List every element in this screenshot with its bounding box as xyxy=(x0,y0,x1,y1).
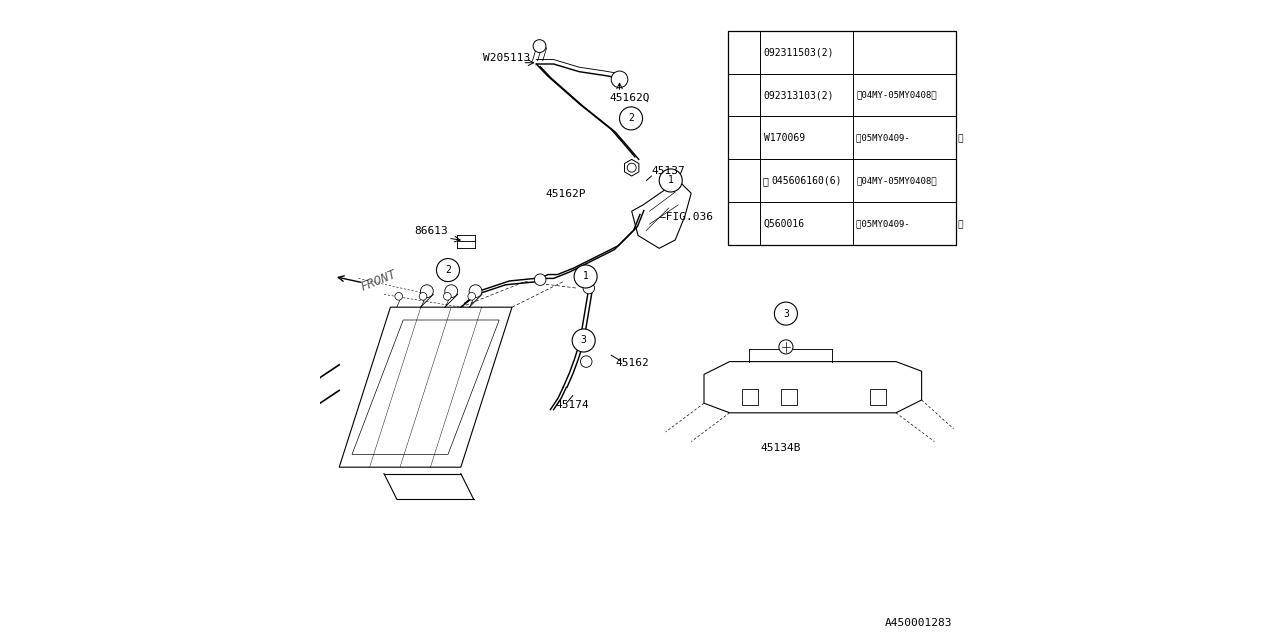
Text: 2: 2 xyxy=(741,90,748,100)
Circle shape xyxy=(735,42,755,63)
Text: 45162Q: 45162Q xyxy=(609,93,650,103)
Circle shape xyxy=(627,163,636,172)
Circle shape xyxy=(420,285,433,298)
Circle shape xyxy=(420,292,428,300)
Text: 2: 2 xyxy=(445,265,451,275)
Circle shape xyxy=(735,85,755,106)
Circle shape xyxy=(535,274,547,285)
Text: 3: 3 xyxy=(783,308,788,319)
Text: 45137: 45137 xyxy=(652,166,685,176)
Text: Ⓢ: Ⓢ xyxy=(763,176,769,186)
Text: Q560016: Q560016 xyxy=(763,219,805,228)
Text: 45174: 45174 xyxy=(556,401,589,410)
Text: 〄05MY0409-         々: 〄05MY0409- 々 xyxy=(856,133,964,143)
Text: 1: 1 xyxy=(582,271,589,282)
Circle shape xyxy=(581,356,591,367)
Circle shape xyxy=(445,285,458,298)
Circle shape xyxy=(436,259,460,282)
Text: 1: 1 xyxy=(668,175,673,186)
Text: 〄04MY-05MY0408々: 〄04MY-05MY0408々 xyxy=(856,90,937,100)
Circle shape xyxy=(470,285,483,298)
Text: 〄05MY0409-         々: 〄05MY0409- 々 xyxy=(856,219,964,228)
Text: 045606160(6): 045606160(6) xyxy=(772,176,842,186)
Bar xyxy=(742,389,759,405)
Circle shape xyxy=(573,265,596,288)
Circle shape xyxy=(534,40,545,52)
Text: —FIG.036: —FIG.036 xyxy=(659,211,713,221)
Bar xyxy=(728,31,956,245)
Text: 092313103(2): 092313103(2) xyxy=(763,90,835,100)
Text: 45134B: 45134B xyxy=(760,444,801,453)
Bar xyxy=(781,389,796,405)
Circle shape xyxy=(735,171,755,191)
Circle shape xyxy=(774,302,797,325)
Circle shape xyxy=(572,329,595,352)
Text: 45162P: 45162P xyxy=(545,189,586,199)
Circle shape xyxy=(612,71,628,88)
Text: 092311503(2): 092311503(2) xyxy=(763,47,835,57)
Text: FRONT: FRONT xyxy=(358,268,398,294)
Circle shape xyxy=(396,292,402,300)
Bar xyxy=(870,389,886,405)
Text: 86613: 86613 xyxy=(415,226,448,236)
Text: W205113: W205113 xyxy=(484,53,530,63)
Text: A450001283: A450001283 xyxy=(884,618,952,628)
Text: 1: 1 xyxy=(741,47,748,57)
Text: W170069: W170069 xyxy=(763,133,805,143)
Circle shape xyxy=(659,169,682,192)
Circle shape xyxy=(620,107,643,130)
Text: 〄04MY-05MY0408々: 〄04MY-05MY0408々 xyxy=(856,176,937,186)
Circle shape xyxy=(444,292,452,300)
Text: 2: 2 xyxy=(628,113,634,124)
Text: 45162: 45162 xyxy=(616,358,649,368)
Circle shape xyxy=(468,292,476,300)
Circle shape xyxy=(584,282,594,294)
Circle shape xyxy=(778,340,792,354)
Text: 3: 3 xyxy=(741,176,748,186)
Text: 3: 3 xyxy=(581,335,586,346)
